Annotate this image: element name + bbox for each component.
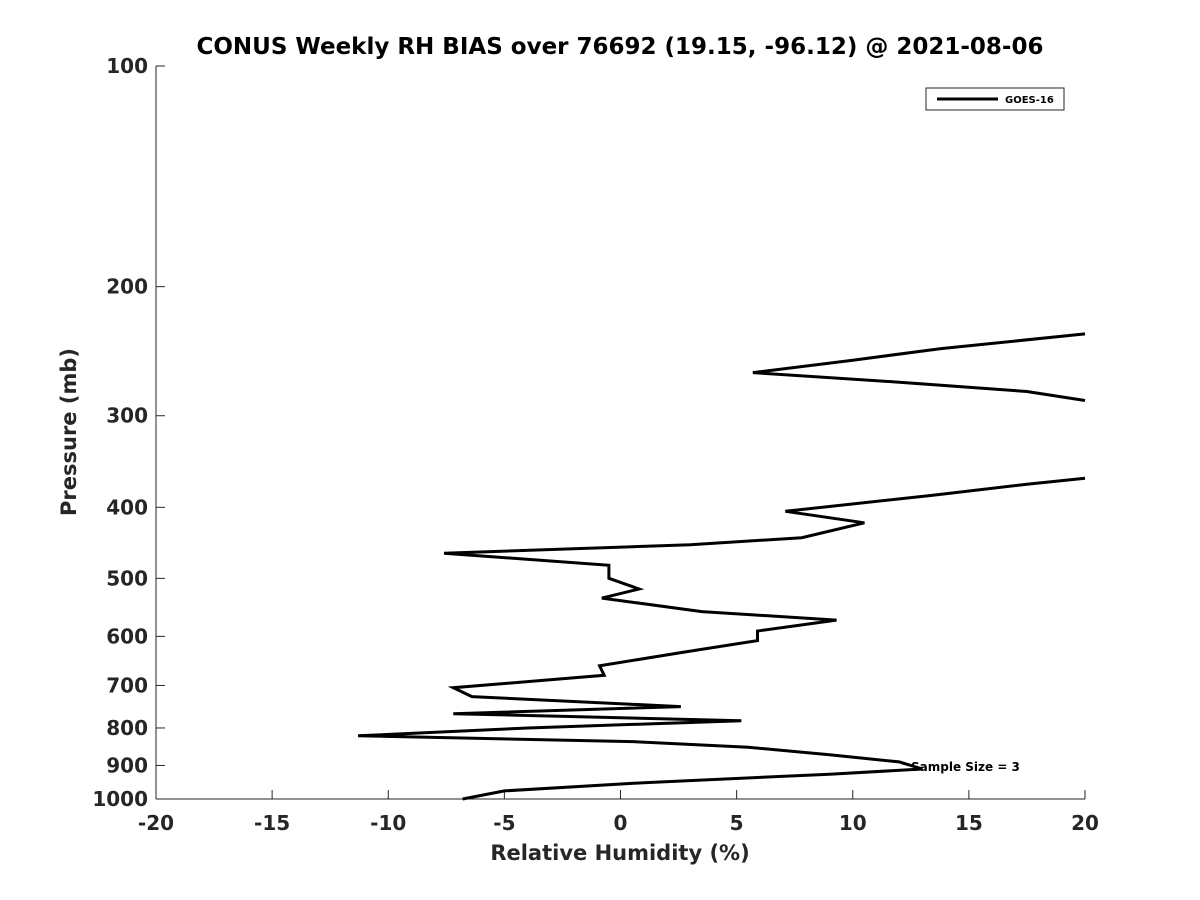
y-tick-label: 400 bbox=[106, 495, 148, 519]
series-lines bbox=[358, 332, 1086, 801]
series-line-goes-16 bbox=[358, 476, 1086, 801]
x-axis-label: Relative Humidity (%) bbox=[490, 841, 749, 865]
y-tick-label: 1000 bbox=[92, 787, 148, 811]
y-tick-label: 200 bbox=[106, 275, 148, 299]
x-tick-label: -20 bbox=[138, 811, 174, 835]
x-tick-label: -10 bbox=[370, 811, 406, 835]
x-tick-label: 10 bbox=[839, 811, 867, 835]
legend-label: GOES-16 bbox=[1005, 95, 1054, 106]
y-tick-label: 300 bbox=[106, 404, 148, 428]
series-line-goes-16 bbox=[752, 332, 1086, 402]
y-tick-label: 900 bbox=[106, 753, 148, 777]
plot-area: -20 -15 -10 -5 0 5 10 15 20 100 200 300 400 500 600 70… bbox=[92, 54, 1099, 835]
y-tick-label: 600 bbox=[106, 624, 148, 648]
x-tick-label: -15 bbox=[254, 811, 290, 835]
x-tick-label: 0 bbox=[614, 811, 628, 835]
y-axis-label: Pressure (mb) bbox=[57, 348, 81, 516]
chart-title: CONUS Weekly RH BIAS over 76692 (19.15, … bbox=[196, 34, 1043, 60]
sample-size-annotation: Sample Size = 3 bbox=[911, 760, 1020, 774]
x-axis-ticks: -20 -15 -10 -5 0 5 10 15 20 bbox=[138, 790, 1099, 835]
y-axis-ticks: 100 200 300 400 500 600 700 800 900 1000 bbox=[92, 54, 165, 811]
x-tick-label: 15 bbox=[955, 811, 983, 835]
y-tick-label: 100 bbox=[106, 54, 148, 78]
legend: GOES-16 bbox=[925, 87, 1065, 111]
x-tick-label: 20 bbox=[1071, 811, 1099, 835]
x-tick-label: 5 bbox=[730, 811, 744, 835]
y-tick-label: 500 bbox=[106, 566, 148, 590]
x-tick-label: -5 bbox=[493, 811, 515, 835]
y-tick-label: 700 bbox=[106, 673, 148, 697]
y-tick-label: 800 bbox=[106, 716, 148, 740]
